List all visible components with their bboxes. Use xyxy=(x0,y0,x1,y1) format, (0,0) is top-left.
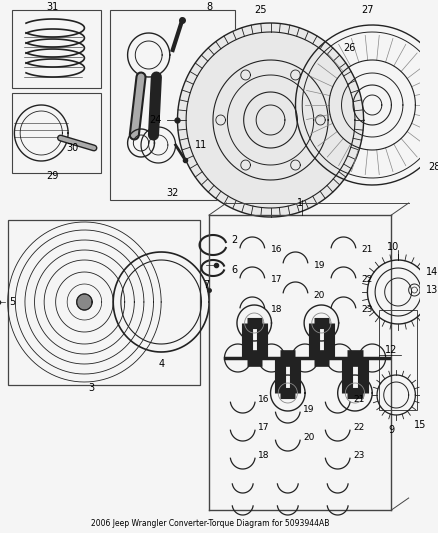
Text: 20: 20 xyxy=(314,290,325,300)
Text: 18: 18 xyxy=(271,305,282,314)
Text: 20: 20 xyxy=(303,433,314,442)
Text: 28: 28 xyxy=(428,162,438,172)
Text: 15: 15 xyxy=(414,420,426,430)
Text: 4: 4 xyxy=(158,359,164,369)
Text: 6: 6 xyxy=(231,265,237,275)
Bar xyxy=(379,310,417,410)
Text: 29: 29 xyxy=(46,171,59,181)
Text: 16: 16 xyxy=(271,246,282,254)
Text: 8: 8 xyxy=(206,2,212,12)
Text: 18: 18 xyxy=(258,451,269,461)
Text: 1: 1 xyxy=(297,198,304,208)
Text: 12: 12 xyxy=(385,345,398,355)
Text: 24: 24 xyxy=(149,115,162,125)
Text: 14: 14 xyxy=(426,267,438,277)
Text: 10: 10 xyxy=(387,242,399,252)
Text: 19: 19 xyxy=(314,261,325,270)
Bar xyxy=(12,93,101,173)
Bar xyxy=(12,10,101,88)
Text: 23: 23 xyxy=(362,305,373,314)
Text: 23: 23 xyxy=(353,451,364,461)
Polygon shape xyxy=(77,294,92,310)
Text: 27: 27 xyxy=(361,5,374,15)
Text: 21: 21 xyxy=(353,395,364,405)
Text: 17: 17 xyxy=(271,276,282,285)
Text: 30: 30 xyxy=(66,143,78,153)
Text: 21: 21 xyxy=(362,246,373,254)
Text: 2: 2 xyxy=(231,235,237,245)
Text: 17: 17 xyxy=(258,424,269,432)
Text: 22: 22 xyxy=(362,276,373,285)
Bar xyxy=(8,220,200,385)
Text: 3: 3 xyxy=(88,383,94,393)
Text: 9: 9 xyxy=(389,425,395,435)
Text: 32: 32 xyxy=(166,188,179,198)
Polygon shape xyxy=(177,23,364,217)
Bar xyxy=(110,10,235,200)
Text: 2006 Jeep Wrangler Converter-Torque Diagram for 5093944AB: 2006 Jeep Wrangler Converter-Torque Diag… xyxy=(91,519,329,528)
Text: 13: 13 xyxy=(426,285,438,295)
Text: 19: 19 xyxy=(303,406,314,415)
Text: 5: 5 xyxy=(10,297,16,307)
Text: 11: 11 xyxy=(195,140,208,150)
Text: 31: 31 xyxy=(46,2,59,12)
Text: 7: 7 xyxy=(203,280,209,290)
Text: 16: 16 xyxy=(258,395,269,405)
Text: 25: 25 xyxy=(254,5,267,15)
Text: 26: 26 xyxy=(343,43,355,53)
Text: 22: 22 xyxy=(353,424,364,432)
